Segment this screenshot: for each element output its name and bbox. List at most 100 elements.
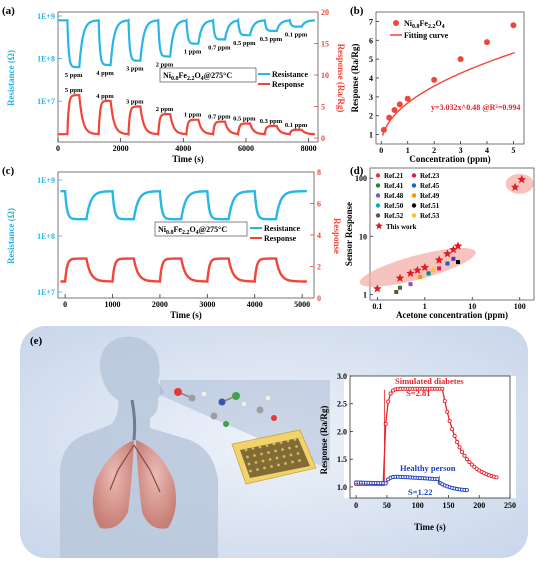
chip-electrode [240, 438, 310, 478]
panel-d-legend-marker [411, 213, 417, 218]
trachea [130, 399, 137, 441]
panel-e-diabetes-point [469, 462, 474, 467]
panel-d-xlabel: Acetone concentration (ppm) [396, 310, 508, 320]
panel-d-x-tick-label: 10 [468, 302, 476, 311]
panel-a-left-tick-label: 1E+8 [37, 55, 55, 64]
chip-dot [275, 456, 279, 460]
panel-e-healthy-point [435, 477, 440, 482]
panel-c-x-tick-label: 5000 [294, 300, 310, 309]
panel-d-label: (d) [350, 165, 364, 177]
panel-e-y-tick-label: 2.0 [337, 427, 347, 436]
panel-c-response-line [60, 257, 307, 284]
panel-d-legend-label: Ref.53 [420, 212, 440, 220]
panel-b-y-tick-label: 3 [369, 93, 373, 102]
panel-b-x-tick-label: 2 [432, 146, 436, 155]
panel-d-ref-marker [426, 271, 431, 276]
panel-a-label: (a) [2, 5, 15, 17]
panel-d-ref-marker [408, 282, 413, 287]
panel-e-diabetes-point [457, 445, 462, 450]
panel-d-plot: 0.1 1 10 100 1 10 100 [355, 173, 534, 311]
panel-e-diabetes-point [494, 475, 499, 480]
panel-a-right-tick-label: 0 [321, 134, 325, 143]
panel-c-x-tick-label: 4000 [247, 300, 263, 309]
panel-b-point [431, 76, 438, 83]
panel-d-legend-label: Ref.49 [420, 192, 440, 200]
panel-e-x-tick-label: 200 [473, 501, 485, 510]
panel-d-highlight-region [505, 173, 534, 194]
panel-e-y-tick-label: 1.0 [337, 483, 347, 492]
panel-b-x-tick-label: 1 [406, 146, 410, 155]
panel-a-resistance-line [58, 17, 315, 69]
panel-e-x-tick-label: 0 [354, 501, 358, 510]
panel-b-ylabel: Response (Ra/Rg) [350, 44, 360, 113]
panel-e-diabetes-point [442, 399, 447, 404]
panel-e-healthy-point [464, 488, 469, 493]
panel-d-ref-marker [451, 256, 456, 261]
panel-d-this-work-point [406, 268, 415, 277]
panel-a-x-tick-label: 4000 [175, 144, 191, 153]
panel-e-healthy-point [383, 481, 388, 486]
panel-e-diabetes-point [386, 399, 391, 404]
panel-a-left-tick-label: 1E+7 [37, 97, 55, 106]
panel-a-ppm-label-resp: 4 ppm [96, 93, 114, 100]
panel-d-legend-marker [411, 183, 417, 188]
panel-b-x-tick-label: 5 [511, 146, 515, 155]
molecule-atom [256, 406, 264, 414]
panel-a-ppm-label-resp: 1 ppm [184, 112, 202, 119]
panel-b-point [404, 95, 411, 102]
panel-d-x-tick-label: 100 [514, 302, 526, 311]
panel-d-this-work-point [453, 241, 463, 250]
panel-b-fit-curve [381, 51, 515, 136]
panel-e-x-tick-label: 150 [442, 501, 454, 510]
panel-d-x-tick-label: 1 [423, 302, 427, 311]
panel-a-frame [57, 11, 319, 143]
chip-dot [253, 454, 256, 457]
panel-d-x-tick-label: 0.1 [372, 302, 382, 311]
chip-dot [267, 451, 270, 454]
panel-e-plot: 0 50 100 150 200 250 1.0 1.5 2.0 2.5 3.0 [337, 372, 516, 510]
molecule-atom [264, 394, 272, 402]
panel-d-this-work-point [443, 249, 452, 258]
chip-dot [268, 458, 272, 461]
chip-dot [282, 455, 286, 458]
panel-a-ppm-label-res: 0.3 ppm [260, 36, 283, 43]
chip-dot [295, 445, 298, 448]
panel-b-point [386, 114, 393, 121]
chip-dot [246, 455, 249, 459]
panel-d-legend-label: Ref.48 [384, 192, 404, 200]
molecule-atom [240, 400, 248, 408]
chip-dot [288, 446, 291, 450]
panel-c-right-tick-label: 0 [317, 294, 321, 303]
panel-a-plot [58, 17, 315, 137]
panel-e-diabetes-point [450, 427, 455, 432]
chip-dot [263, 466, 266, 470]
panel-c-x-tick-label: 1000 [105, 300, 121, 309]
panel-b-x-tick-label: 3 [459, 146, 463, 155]
panel-a-x-tick-label: 0 [56, 144, 60, 153]
chip-dot [249, 469, 252, 473]
chip-dot [260, 452, 263, 456]
panel-e-x-tick-label: 50 [383, 501, 391, 510]
panel-b-x-tick-label: 0 [379, 146, 383, 155]
chip-dot [256, 468, 259, 471]
panel-a-x-tick-label: 2000 [113, 144, 129, 153]
panel-e-y-tick-label: 1.5 [337, 455, 347, 464]
chip-dot [279, 441, 283, 444]
panel-a-right-ticks: 0 5 10 15 20 [314, 8, 329, 143]
panel-c-right-tick-label: 2 [317, 263, 321, 272]
chip-dot [272, 442, 276, 446]
panel-d-y-tick-label: 100 [355, 174, 367, 183]
molecules [174, 388, 277, 427]
panel-d-legend-marker [375, 213, 381, 218]
panel-b-legend-marker [393, 20, 399, 26]
panel-c-x-tick-label: 0 [63, 300, 67, 309]
panel-d-legend-label: Ref.52 [384, 212, 404, 220]
panel-a-right-tick-label: 5 [321, 103, 325, 112]
panel-a-ylabel-left: Resistance (Ω) [6, 50, 16, 106]
chip-dot [258, 445, 262, 449]
panel-d-legend-marker [411, 193, 417, 198]
panel-e-label: (e) [30, 335, 43, 347]
panel-d-ref-marker [437, 266, 442, 271]
